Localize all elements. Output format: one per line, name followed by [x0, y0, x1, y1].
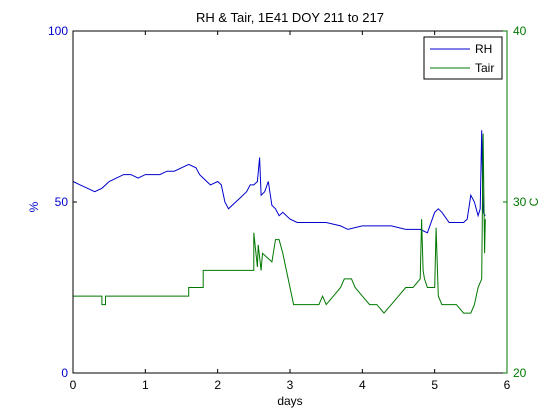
legend-label-rh: RH: [475, 42, 492, 56]
legend-label-tair: Tair: [475, 61, 494, 75]
right-y-tick-label: 20: [513, 366, 527, 380]
x-tick-label: 6: [504, 378, 511, 392]
left-y-axis: 0 50 100: [48, 24, 77, 380]
left-y-tick-label: 0: [61, 366, 68, 380]
left-y-tick-label: 50: [55, 195, 69, 209]
x-tick-label: 4: [359, 378, 366, 392]
plot-background: [73, 31, 507, 373]
right-y-tick-label: 40: [513, 24, 527, 38]
left-y-tick-label: 100: [48, 24, 68, 38]
right-y-axis-label: C: [527, 197, 541, 206]
legend: RH Tair: [423, 36, 503, 80]
chart-title: RH & Tair, 1E41 DOY 211 to 217: [196, 10, 384, 25]
x-tick-label: 2: [214, 378, 221, 392]
x-axis: 0 1 2 3 4 5 6: [70, 31, 511, 392]
right-y-axis: 20 30 40: [503, 24, 527, 380]
series-layer: [72, 130, 486, 314]
left-y-axis-label: %: [27, 201, 41, 212]
x-tick-label: 0: [70, 378, 77, 392]
x-tick-label: 1: [142, 378, 149, 392]
series-line-rh: [72, 130, 486, 234]
legend-box: [423, 36, 503, 80]
x-tick-label: 5: [431, 378, 438, 392]
right-y-tick-label: 30: [513, 195, 527, 209]
x-axis-label: days: [277, 394, 302, 408]
series-line-tair: [73, 133, 486, 314]
x-tick-label: 3: [287, 378, 294, 392]
